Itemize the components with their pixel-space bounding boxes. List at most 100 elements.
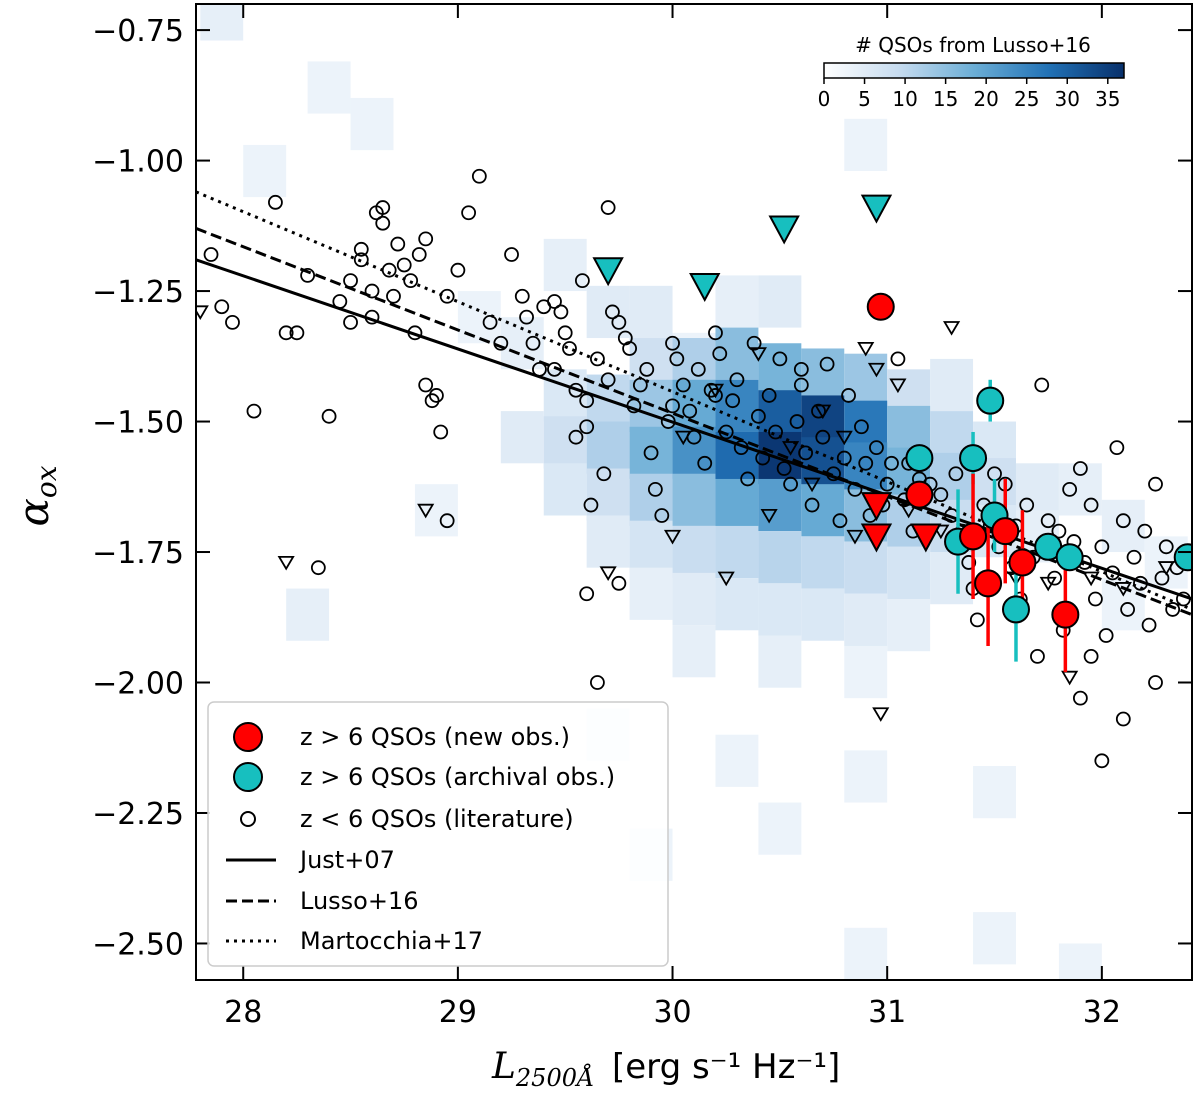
density-cell (930, 358, 974, 412)
literature-qso-point (1120, 602, 1136, 617)
y-axis-label: αox (9, 465, 63, 526)
literature-qso-upper-limit (1114, 582, 1132, 597)
svg-text:αox: αox (9, 465, 63, 526)
literature-qso-point (1141, 617, 1157, 633)
y-tick-label: −1.25 (92, 275, 184, 310)
x-tick-label: 28 (224, 995, 262, 1030)
density-cell (801, 536, 845, 589)
literature-qso-point (622, 341, 638, 356)
literature-qso-point (596, 466, 612, 482)
literature-qso-point (729, 372, 745, 388)
density-cell (844, 645, 888, 699)
literature-qso-point (819, 356, 835, 372)
literature-qso-point (793, 377, 809, 393)
literature-qso-point (626, 398, 642, 414)
literature-qso-upper-limit (1039, 576, 1057, 592)
literature-qso-upper-limit (674, 430, 692, 446)
density-cell (715, 734, 759, 787)
density-cell (715, 578, 759, 631)
literature-qso-point (353, 241, 369, 257)
density-cell (672, 572, 716, 626)
y-tick-label: −1.00 (92, 145, 184, 180)
density-cell (844, 541, 888, 594)
literature-qso-point (826, 466, 841, 482)
new-qso-point (959, 522, 988, 551)
literature-qso-point (514, 288, 530, 304)
literature-qso-point (1072, 461, 1088, 476)
literature-qso-point (246, 403, 262, 419)
literature-qso-point (854, 419, 869, 435)
literature-qso-point (798, 445, 814, 461)
literature-qso-point (579, 419, 595, 435)
literature-qso-point (783, 476, 798, 492)
density-cell (844, 927, 888, 980)
y-tick-label: −2.00 (92, 667, 184, 702)
colorbar: # QSOs from Lusso+16 0 5 10 15 20 25 30 35 (818, 33, 1125, 111)
density-cell (758, 802, 802, 855)
density-cell (758, 635, 802, 688)
literature-qso-point (776, 461, 792, 476)
literature-qso-point (562, 341, 577, 356)
literature-qso-point (1115, 711, 1131, 727)
literature-qso-point (461, 205, 477, 221)
literature-qso-point (439, 513, 455, 529)
literature-qso-point (553, 304, 569, 320)
literature-qso-upper-limit (814, 404, 832, 420)
literature-qso-point (332, 294, 348, 309)
literature-qso-point (568, 382, 584, 398)
legend-label-lusso16: Lusso+16 (300, 887, 419, 915)
legend-marker-new (233, 722, 263, 752)
density-cell (586, 515, 630, 568)
literature-qso-point (390, 236, 406, 252)
density-cell (758, 275, 802, 328)
literature-qso-point (1137, 523, 1153, 539)
literature-qso-point (1176, 591, 1191, 607)
y-tick-label: −2.25 (92, 797, 184, 832)
x-axis-label-sub: 2500Å (515, 1063, 594, 1092)
axes: 28 29 30 31 32 −0.75 −1.00 −1.25 −1.50 −1.75 −2.00… (92, 4, 1192, 1030)
literature-qso-upper-limit (277, 555, 295, 571)
y-tick-label: −1.50 (92, 406, 184, 441)
literature-qso-point (746, 335, 762, 351)
literature-qso-point (647, 481, 663, 497)
literature-qso-point (690, 361, 706, 377)
density-cell (500, 411, 544, 464)
literature-qso-point (600, 372, 616, 388)
literature-qso-point (632, 377, 648, 393)
literature-qso-point (343, 273, 358, 289)
literature-qso-point (1040, 513, 1056, 529)
new-qso-upper-limit (860, 492, 893, 522)
literature-qso-point (429, 388, 444, 403)
literature-qso-point (933, 487, 949, 503)
literature-qso-point (1083, 649, 1099, 664)
literature-qso-upper-limit (872, 707, 890, 722)
density-cell (758, 531, 802, 584)
literature-qso-point (669, 351, 685, 367)
density-cell (844, 750, 888, 803)
new-qso-point (905, 480, 934, 509)
literature-qso-point (697, 455, 713, 471)
literature-qso-point (396, 257, 412, 273)
literature-qso-point (310, 560, 326, 576)
colorbar-tick-label: 10 (892, 87, 917, 111)
literature-qso-point (450, 262, 466, 278)
density-cell (672, 625, 716, 678)
literature-qso-point (761, 388, 777, 403)
legend: z > 6 QSOs (new obs.) z > 6 QSOs (archiv… (207, 701, 669, 967)
literature-qso-point (433, 424, 449, 440)
literature-qso-point (343, 314, 358, 330)
colorbar-label: # QSOs from Lusso+16 (855, 33, 1091, 57)
density-cell (930, 552, 974, 605)
colorbar-ticks: 0 5 10 15 20 25 30 35 (818, 78, 1121, 111)
literature-qso-point (1072, 690, 1088, 706)
literature-qso-point (733, 440, 749, 456)
literature-qso-point (557, 325, 573, 341)
literature-qso-upper-limit (417, 503, 435, 519)
literature-qso-point (600, 200, 616, 215)
legend-label-archival: z > 6 QSOs (archival obs.) (300, 763, 615, 791)
density-cell (801, 348, 845, 401)
svg-text:L2500Å: L2500Å (491, 1046, 594, 1092)
density-cell (715, 525, 759, 579)
density-cell (758, 478, 802, 532)
density-cell (543, 238, 587, 292)
